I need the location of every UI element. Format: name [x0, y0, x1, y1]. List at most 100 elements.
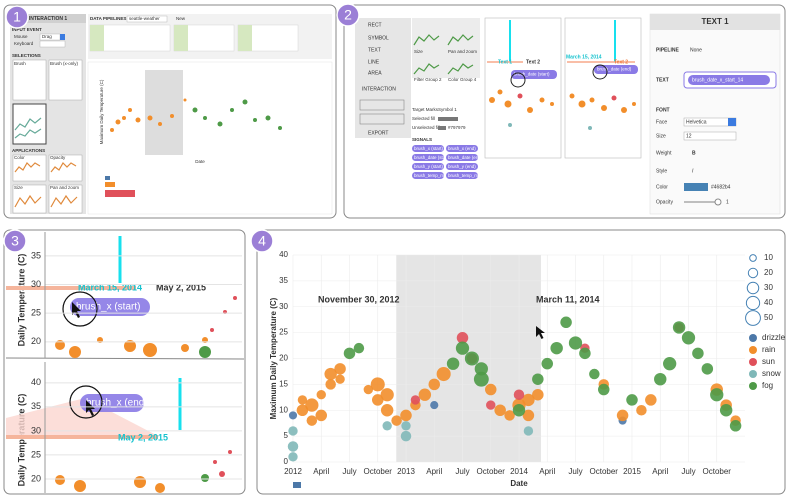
signal-chip[interactable]: [412, 163, 444, 170]
cursor-ring: [510, 72, 526, 88]
signal-chip[interactable]: [446, 154, 478, 161]
menu-item[interactable]: SYMBOL: [368, 35, 389, 41]
point: [560, 316, 572, 329]
canvas-text: Text 2: [526, 59, 540, 65]
point: [645, 394, 657, 406]
divider: [5, 357, 245, 360]
point: [568, 336, 583, 350]
point: [343, 347, 356, 360]
label: Mouse: [14, 34, 28, 39]
point: [636, 405, 647, 416]
thumbnail[interactable]: [48, 59, 83, 101]
swatch[interactable]: [438, 126, 446, 130]
x-tick-label: 2014: [510, 467, 528, 476]
chip-label: brush_y (start): [414, 164, 444, 169]
x-tick-label: April: [313, 467, 329, 476]
panel-1: INTERACTION 1 INPUT EVENT Mouse Drag Key…: [10, 14, 333, 215]
tab[interactable]: [126, 15, 168, 23]
input[interactable]: [683, 131, 737, 141]
thumbnail-selected[interactable]: [12, 103, 47, 145]
menu-item[interactable]: RECT: [368, 22, 382, 28]
point: [532, 388, 544, 401]
brush: [145, 70, 183, 155]
thumbnail[interactable]: [12, 59, 47, 101]
section: INPUT EVENT: [12, 27, 42, 32]
signal-chip[interactable]: [446, 145, 478, 152]
swatch[interactable]: [684, 183, 708, 191]
chip-label: brush_x (start): [76, 302, 140, 313]
point: [579, 347, 591, 360]
histogram-bar: [105, 182, 115, 187]
label: Weight: [656, 150, 672, 156]
point: [522, 409, 535, 422]
brush-label: March 11, 2014: [536, 294, 600, 304]
label: Pan and zoom: [50, 185, 79, 190]
badge-number: 4: [258, 233, 266, 249]
zoom-bottom: Daily Temperature (C) May 2, 2015 brush_…: [6, 362, 242, 493]
signal-chip[interactable]: [70, 298, 150, 316]
legend-label: drizzle: [762, 333, 786, 342]
menu-item[interactable]: TEXT: [368, 47, 381, 53]
signal-chip[interactable]: [412, 145, 444, 152]
swatch[interactable]: [438, 117, 458, 121]
signal-chip[interactable]: [511, 70, 557, 79]
label: Color: [14, 155, 25, 160]
point: [654, 372, 667, 386]
point: [486, 400, 496, 410]
chip-label: brush_x (start): [414, 146, 444, 151]
point: [353, 342, 365, 354]
menu-item[interactable]: EXPORT: [368, 130, 388, 136]
y-tick-label: 10: [279, 405, 288, 414]
point: [430, 401, 439, 410]
size-legend-symbol: [745, 310, 761, 326]
point: [288, 411, 298, 420]
thumb-label: Filter Group 2: [414, 77, 442, 82]
label: Brush: [14, 61, 26, 66]
signal-chip[interactable]: [446, 163, 478, 170]
section: FONT: [656, 107, 670, 113]
canvas-text: March 15, 2014: [78, 282, 142, 292]
signal-chip[interactable]: [688, 75, 770, 85]
menu-item[interactable]: AREA: [368, 70, 382, 76]
badge-number: 2: [344, 7, 352, 23]
histogram-bar: [105, 190, 135, 197]
legend-symbol: [749, 370, 757, 378]
select-arrow: [60, 34, 65, 40]
point: [370, 377, 385, 392]
signal-chip[interactable]: [446, 172, 478, 179]
label: Brush (x-only): [50, 61, 79, 66]
x-tick-label: July: [455, 467, 469, 476]
label: PIPELINE: [656, 47, 679, 53]
toggle[interactable]: I: [692, 168, 694, 174]
input[interactable]: [39, 40, 66, 48]
y-axis-label: Maximum Daily Temperature (C): [269, 297, 278, 419]
size-legend-label: 50: [764, 313, 773, 322]
point: [316, 390, 326, 400]
chip-label: brush_x (end): [86, 398, 148, 409]
label: Target Marks: [412, 107, 439, 112]
point: [391, 415, 402, 426]
label: TEXT: [656, 77, 669, 83]
menu-item[interactable]: INTERACTION: [362, 86, 396, 92]
thumbnail[interactable]: [12, 184, 47, 214]
toggle[interactable]: B: [692, 150, 696, 156]
point: [455, 341, 470, 355]
canvas-text: Text 1: [498, 59, 512, 65]
signal-chip[interactable]: [80, 394, 144, 412]
y-tick-label: 0: [284, 457, 289, 466]
menu-item[interactable]: LINE: [368, 59, 380, 65]
tab-label[interactable]: New: [176, 16, 186, 21]
point: [305, 398, 319, 412]
y-tick-label: 25: [279, 328, 288, 337]
signal-chip[interactable]: [412, 172, 444, 179]
canvas-text: May 2, 2015: [118, 432, 168, 442]
signal-chip[interactable]: [412, 154, 444, 161]
thumbnail[interactable]: [48, 184, 83, 214]
slider-knob[interactable]: [714, 198, 722, 206]
panel-4-chart: 0 5 10 15 20 25 30 35 40 2012 April July October 2013…: [269, 250, 786, 488]
size-legend-symbol: [749, 254, 757, 262]
point: [719, 404, 733, 417]
x-tick-label: April: [539, 467, 555, 476]
chip-label: brush_y (end): [448, 164, 476, 169]
legend-label: sun: [762, 357, 775, 366]
